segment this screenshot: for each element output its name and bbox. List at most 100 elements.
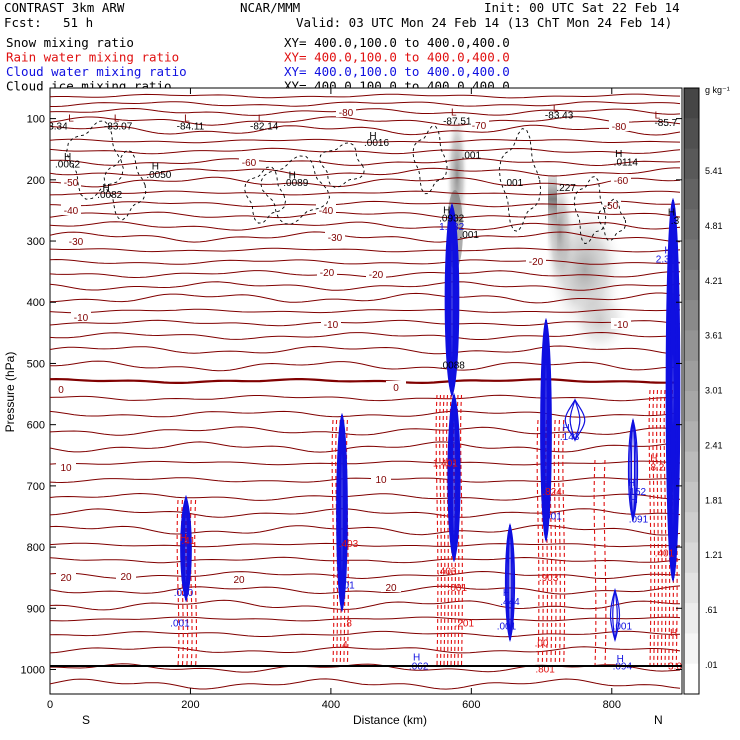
temperature-isotherm	[50, 345, 681, 355]
contour-extremum-label: .4	[339, 640, 348, 651]
temperature-isotherm	[50, 258, 681, 265]
temperature-isotherm	[50, 176, 681, 188]
isotherm-label: 20	[120, 572, 132, 583]
contour-extremum-label: L	[258, 114, 264, 125]
temperature-isotherm	[50, 477, 681, 484]
y-tick-label: 300	[27, 236, 45, 248]
contour-extremum-label: L	[553, 103, 559, 114]
contour-extremum-label: .401	[655, 548, 675, 559]
temperature-isotherm	[50, 616, 681, 622]
temperature-isotherm	[50, 190, 681, 196]
contour-extremum-label: .001	[335, 581, 355, 592]
contour-extremum-label: H	[563, 423, 570, 434]
rain-water-contour	[185, 499, 189, 667]
contour-extremum-label: .091	[629, 515, 649, 526]
contour-extremum-label: -83.07	[104, 122, 133, 133]
contour-extremum-label: -87.51	[443, 117, 472, 128]
contour-extremum-label: .201	[455, 619, 475, 630]
colorbar-label: 3.01	[705, 386, 723, 396]
temperature-isotherm	[50, 147, 681, 155]
colorbar-label: 5.41	[705, 166, 723, 176]
isotherm-label-bg	[601, 199, 621, 210]
contour-extremum-label: .001	[542, 512, 562, 523]
contour-extremum-label: .3	[671, 216, 680, 227]
contour-extremum-label: H	[413, 652, 420, 663]
isotherm-label-bg	[51, 383, 71, 394]
temperature-isotherm	[50, 308, 681, 314]
cloud-ice-contour	[319, 142, 365, 188]
rain-water-contour	[442, 394, 446, 667]
contour-extremum-label: H	[503, 588, 510, 599]
y-tick-label: 700	[27, 481, 45, 493]
temperature-isotherm	[50, 394, 681, 402]
forecast-label: Fcst:	[4, 15, 42, 30]
cloud-ice-contour	[260, 155, 330, 225]
south-label: S	[82, 713, 90, 727]
field-label: Rain water mixing ratio	[6, 50, 179, 65]
temperature-isotherm	[50, 157, 681, 167]
model-title: CONTRAST 3km ARW	[4, 0, 125, 15]
contour-extremum-label: H	[664, 245, 671, 256]
isotherm-label: -80	[612, 122, 627, 133]
contour-extremum-label: 1.382	[439, 222, 464, 233]
y-tick-label: 800	[27, 542, 45, 554]
isotherm-label: -10	[614, 320, 629, 331]
cloud-water-contour	[630, 419, 636, 521]
temperature-isotherm	[50, 542, 681, 548]
cloud-ice-contour	[573, 175, 607, 245]
temperature-isotherm	[50, 319, 681, 327]
isotherm-label: -20	[369, 270, 384, 281]
contour-extremum-label: H	[628, 478, 635, 489]
contour-extremum-label: 2.311	[656, 254, 681, 265]
x-axis-label: Distance (km)	[353, 713, 427, 727]
isotherm-label-bg	[316, 204, 336, 215]
contour-annotations: L-83.34L-83.07L-84.11L-82.14L-87.51L-83.…	[39, 103, 682, 675]
y-tick-label: 500	[27, 358, 45, 370]
isotherm-label-bg	[116, 570, 136, 581]
isotherm-label: -50	[64, 178, 79, 189]
colorbar-segment	[684, 663, 699, 695]
isotherm-label-bg	[56, 461, 76, 472]
cloud-ice-contours	[66, 120, 627, 245]
rain-water-contour	[593, 459, 597, 667]
rain-water-contour	[536, 419, 540, 667]
temperature-isotherm	[50, 377, 681, 385]
north-label: N	[654, 713, 663, 727]
contour-extremum-label: .001	[504, 178, 524, 189]
contour-extremum-label: H	[617, 654, 624, 665]
temperature-isotherm	[50, 524, 681, 536]
contour-extremum-label: .0016	[364, 138, 389, 149]
rain-water-contour	[558, 419, 561, 667]
contour-extremum-label: .403	[339, 539, 359, 550]
isotherm-label-bg	[371, 473, 391, 484]
contour-extremum-label: .001	[459, 230, 479, 241]
snow-shading	[446, 105, 630, 355]
y-tick-label: 900	[27, 603, 45, 615]
cloud-ice-contour	[103, 149, 147, 221]
contour-extremum-label: .903	[539, 573, 559, 584]
cloud-water-contour	[450, 204, 454, 396]
field-legend: Snow mixing ratio XY= 400.0,100.0 to 400.…	[6, 35, 510, 94]
isotherm-label-bg	[386, 381, 406, 392]
x-tick-label: 600	[462, 699, 480, 711]
colorbar-segment	[684, 512, 699, 543]
contour-extremum-label: .020	[174, 588, 194, 599]
isotherm-label: -20	[320, 268, 335, 279]
isotherm-label-bg	[239, 156, 259, 167]
rain-water-contour	[460, 394, 463, 667]
temperature-isotherm	[50, 570, 681, 580]
cloud-water-contour	[184, 496, 188, 601]
temperature-isotherm	[50, 124, 681, 136]
colorbar-segment	[684, 421, 699, 453]
contour-extremum-label: -83.34	[39, 122, 68, 133]
x-tick-label: 200	[181, 699, 199, 711]
contour-extremum-label: L	[184, 114, 190, 125]
temperature-isotherm	[50, 221, 681, 231]
colorbar-segment	[684, 603, 699, 634]
temperature-isotherm	[50, 270, 680, 279]
cloud-water-contour	[544, 319, 548, 541]
temperature-isotherm	[50, 331, 680, 340]
temperature-isotherm	[50, 138, 681, 144]
contour-extremum-label: .0089	[283, 178, 308, 189]
rain-water-contour	[648, 389, 652, 667]
